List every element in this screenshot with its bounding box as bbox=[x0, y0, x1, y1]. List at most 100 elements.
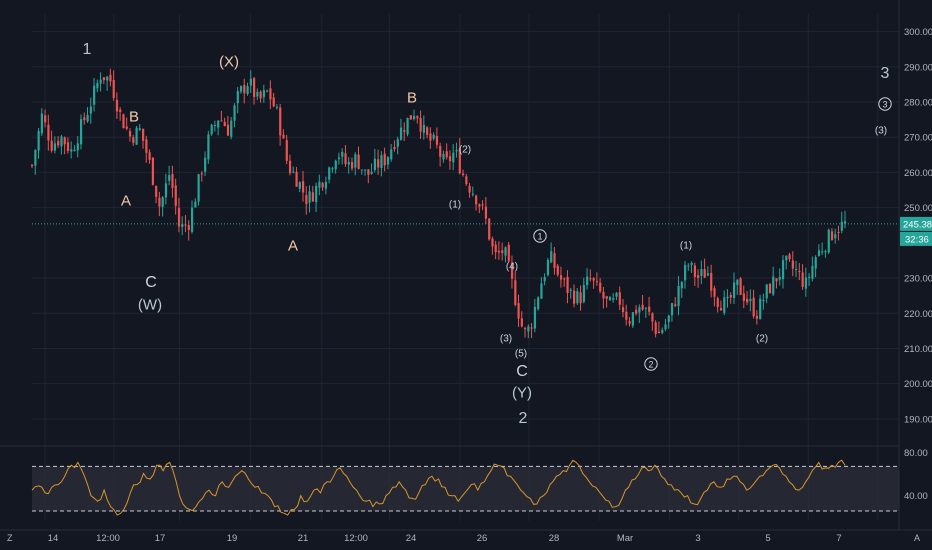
candle[interactable] bbox=[181, 224, 184, 227]
candle[interactable] bbox=[429, 133, 432, 141]
candle[interactable] bbox=[804, 277, 808, 289]
candle[interactable] bbox=[814, 257, 817, 269]
candle[interactable] bbox=[644, 307, 648, 309]
candle[interactable] bbox=[540, 283, 543, 299]
candle[interactable] bbox=[759, 298, 762, 319]
candle[interactable] bbox=[311, 192, 314, 202]
candle[interactable] bbox=[253, 78, 256, 97]
candle[interactable] bbox=[830, 231, 834, 241]
candle[interactable] bbox=[484, 206, 488, 219]
candle[interactable] bbox=[272, 97, 275, 107]
candle[interactable] bbox=[706, 273, 710, 276]
candle[interactable] bbox=[106, 76, 109, 81]
candle[interactable] bbox=[520, 318, 523, 327]
candle[interactable] bbox=[99, 79, 102, 84]
candle[interactable] bbox=[50, 140, 53, 151]
candle[interactable] bbox=[93, 85, 96, 105]
candle[interactable] bbox=[739, 278, 742, 295]
time-tick-label[interactable]: 26 bbox=[477, 533, 488, 544]
candle[interactable] bbox=[497, 250, 501, 253]
candle[interactable] bbox=[122, 114, 125, 129]
candle[interactable] bbox=[458, 148, 461, 174]
time-tick-label[interactable]: 5 bbox=[765, 533, 770, 544]
candle[interactable] bbox=[840, 221, 843, 231]
price-tick-label[interactable]: 270.00 bbox=[904, 133, 932, 144]
candle[interactable] bbox=[435, 135, 439, 145]
candle[interactable] bbox=[73, 149, 76, 151]
candle[interactable] bbox=[710, 272, 713, 291]
candle[interactable] bbox=[602, 291, 605, 299]
candle[interactable] bbox=[262, 90, 266, 98]
candle[interactable] bbox=[465, 176, 468, 185]
candle[interactable] bbox=[455, 149, 458, 152]
candle[interactable] bbox=[380, 155, 383, 168]
candle[interactable] bbox=[550, 251, 553, 263]
time-tick-label[interactable]: 17 bbox=[155, 533, 166, 544]
candle[interactable] bbox=[213, 124, 217, 127]
candle[interactable] bbox=[416, 116, 419, 119]
candle[interactable] bbox=[256, 91, 259, 97]
candle[interactable] bbox=[96, 83, 99, 89]
candle[interactable] bbox=[370, 171, 373, 174]
candle[interactable] bbox=[844, 221, 847, 224]
candle[interactable] bbox=[174, 185, 177, 206]
candle[interactable] bbox=[204, 157, 207, 172]
candle[interactable] bbox=[128, 131, 132, 137]
time-tick-label[interactable]: 12:00 bbox=[344, 533, 368, 544]
candle[interactable] bbox=[292, 171, 295, 173]
candle[interactable] bbox=[70, 149, 73, 152]
candle[interactable] bbox=[76, 143, 79, 151]
price-tick-label[interactable]: 260.00 bbox=[904, 168, 932, 179]
candle[interactable] bbox=[798, 271, 801, 273]
candle[interactable] bbox=[615, 292, 618, 297]
candle[interactable] bbox=[765, 284, 768, 299]
candle[interactable] bbox=[595, 281, 599, 283]
candle[interactable] bbox=[331, 168, 334, 170]
candle[interactable] bbox=[677, 286, 680, 306]
candle[interactable] bbox=[161, 197, 164, 207]
candle[interactable] bbox=[742, 293, 745, 301]
candle[interactable] bbox=[269, 88, 272, 100]
candle[interactable] bbox=[367, 169, 370, 175]
candle[interactable] bbox=[432, 134, 435, 139]
time-tick-label[interactable]: 24 bbox=[406, 533, 417, 544]
candle[interactable] bbox=[648, 306, 651, 312]
candle[interactable] bbox=[406, 117, 409, 135]
corner-right-label[interactable]: A bbox=[914, 533, 920, 543]
candle[interactable] bbox=[220, 120, 223, 122]
candle[interactable] bbox=[510, 262, 514, 279]
candle[interactable] bbox=[119, 109, 122, 113]
candle[interactable] bbox=[494, 244, 497, 253]
candle[interactable] bbox=[393, 146, 396, 150]
candle[interactable] bbox=[589, 278, 592, 280]
candle[interactable] bbox=[664, 324, 667, 330]
candle[interactable] bbox=[592, 278, 595, 281]
candle[interactable] bbox=[282, 134, 285, 139]
candle[interactable] bbox=[383, 153, 386, 166]
candle[interactable] bbox=[667, 315, 670, 323]
time-tick-label[interactable]: 3 bbox=[695, 533, 700, 544]
candle[interactable] bbox=[791, 260, 794, 269]
candle[interactable] bbox=[817, 250, 821, 256]
corner-left-label[interactable]: Z bbox=[7, 533, 13, 543]
candle[interactable] bbox=[403, 130, 406, 132]
candle[interactable] bbox=[811, 265, 814, 279]
candle[interactable] bbox=[328, 167, 331, 180]
candle[interactable] bbox=[279, 107, 282, 136]
candle[interactable] bbox=[517, 303, 520, 319]
price-tick-label[interactable]: 190.00 bbox=[904, 414, 932, 425]
candle[interactable] bbox=[419, 117, 422, 132]
candle[interactable] bbox=[266, 90, 269, 92]
candle[interactable] bbox=[726, 296, 729, 299]
candle[interactable] bbox=[285, 140, 288, 161]
candle[interactable] bbox=[148, 152, 151, 160]
candle[interactable] bbox=[373, 158, 377, 171]
candle[interactable] bbox=[125, 126, 128, 129]
candle[interactable] bbox=[350, 161, 354, 169]
candle[interactable] bbox=[377, 159, 380, 168]
candle[interactable] bbox=[386, 157, 390, 165]
candle[interactable] bbox=[612, 298, 615, 300]
candle[interactable] bbox=[788, 254, 791, 260]
candle[interactable] bbox=[530, 327, 533, 329]
